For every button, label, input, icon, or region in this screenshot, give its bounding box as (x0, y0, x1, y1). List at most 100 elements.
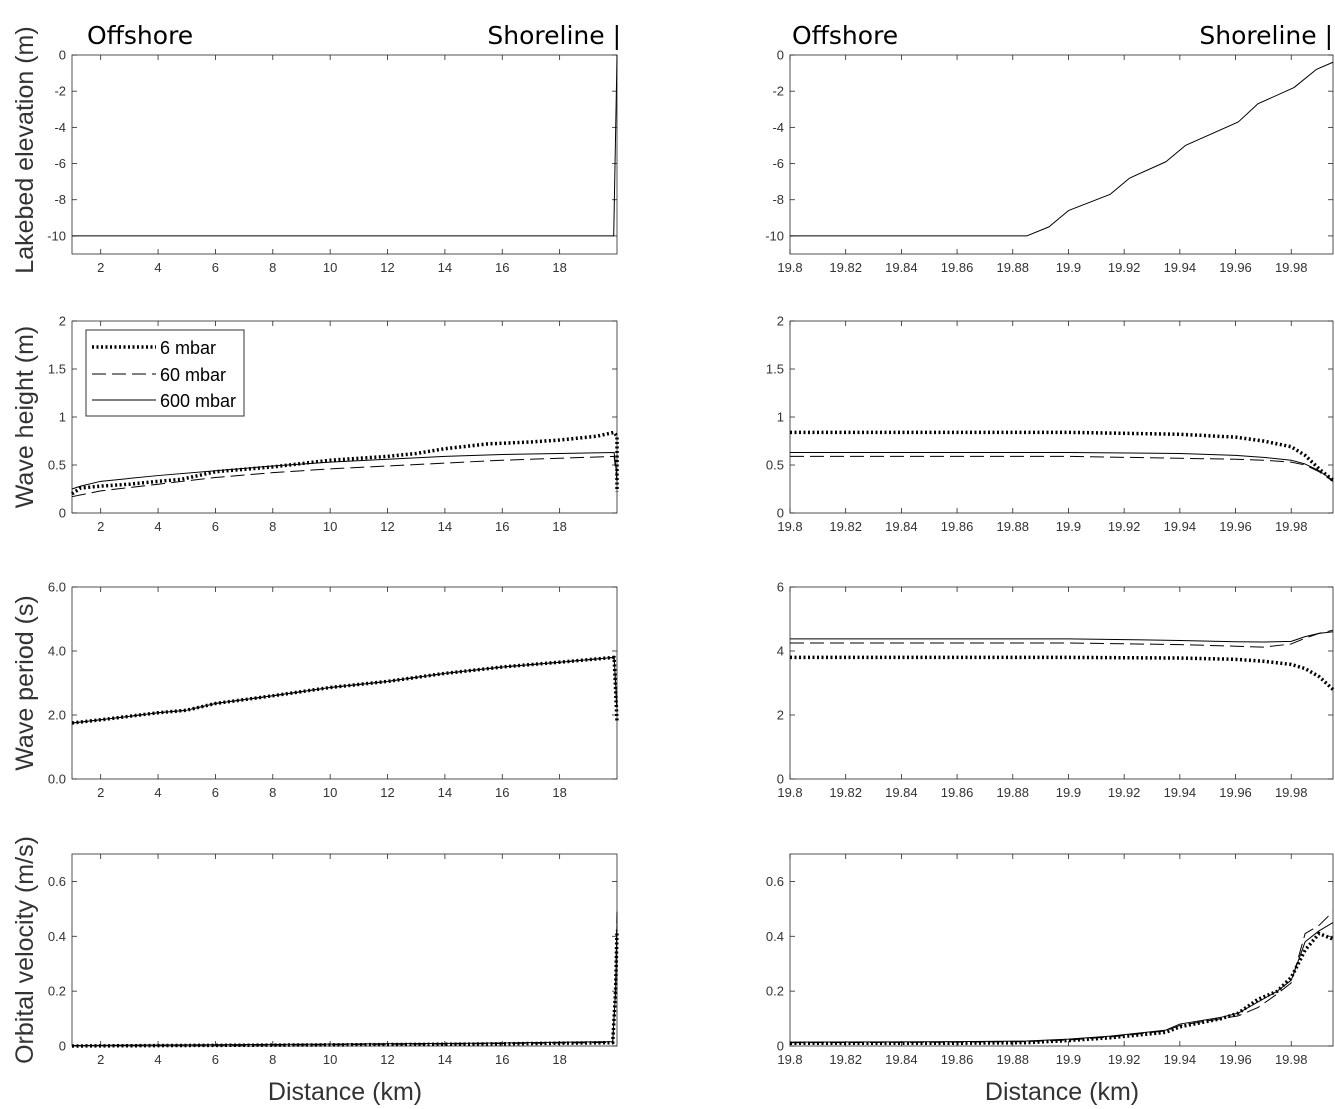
x-tick-label: 19.84 (885, 260, 918, 275)
y-tick-label: 0 (777, 1039, 784, 1054)
series-line-profile (790, 61, 1334, 237)
y-tick-label: 0 (59, 506, 66, 521)
x-tick-label: 8 (269, 1052, 276, 1067)
x-tick-label: 19.8 (777, 260, 802, 275)
axes-box (789, 54, 1334, 255)
x-tick-label: 12 (380, 1052, 394, 1067)
y-tick-label: 2 (777, 708, 784, 723)
y-tick-label: -6 (54, 156, 66, 171)
series-line-6-mbar (790, 931, 1334, 1046)
x-tick-label: 19.98 (1275, 1052, 1308, 1067)
y-tick-label: 0.2 (48, 984, 66, 999)
x-tick-label: 19.86 (941, 1052, 974, 1067)
y-tick-label: 0.5 (766, 458, 784, 473)
chart-panel-left-1: 2 4 6 8 10 12 14 16 18 -10 -8 -6 -4 -2 0 (47, 48, 618, 275)
offshore-label-right: Offshore (792, 21, 898, 50)
y-tick-label: 0 (59, 48, 66, 63)
x-tick-label: 16 (495, 519, 509, 534)
x-tick-label: 14 (438, 785, 452, 800)
axes-box (71, 586, 618, 780)
x-tick-label: 4 (154, 785, 161, 800)
y-tick-label: 0.6 (766, 874, 784, 889)
y-tick-label: 0 (777, 506, 784, 521)
x-tick-label: 19.9 (1056, 1052, 1081, 1067)
legend-label-60mbar: 60 mbar (160, 365, 226, 385)
x-tick-label: 19.96 (1219, 1052, 1252, 1067)
chart-panel-right-2: 19.8 19.82 19.84 19.86 19.88 19.9 19.92 19.94 19… (766, 314, 1335, 534)
y-tick-label: 4.0 (48, 644, 66, 659)
y-tick-label: 0.2 (766, 984, 784, 999)
x-tick-label: 19.88 (996, 260, 1029, 275)
legend-label-6mbar: 6 mbar (160, 338, 216, 358)
y-axis-label-elevation: Lakebed elevation (m) (11, 26, 39, 273)
x-tick-label: 19.9 (1056, 519, 1081, 534)
y-tick-label: 6 (777, 580, 784, 595)
x-tick-label: 19.96 (1219, 519, 1252, 534)
x-tick-label: 18 (552, 785, 566, 800)
axes-box (71, 54, 618, 255)
x-tick-label: 19.92 (1108, 519, 1141, 534)
x-tick-label: 8 (269, 785, 276, 800)
x-tick-label: 19.86 (941, 519, 974, 534)
y-tick-label: 0.6 (48, 874, 66, 889)
x-tick-label: 19.94 (1164, 1052, 1197, 1067)
y-tick-label: -4 (772, 120, 784, 135)
x-tick-label: 19.82 (829, 785, 862, 800)
chart-panel-left-2: 2 4 6 8 10 12 14 16 18 0 0.5 1 1.5 2 (48, 314, 619, 534)
x-tick-label: 19.82 (829, 260, 862, 275)
x-tick-label: 18 (552, 519, 566, 534)
x-tick-label: 19.92 (1108, 260, 1141, 275)
x-tick-label: 19.82 (829, 1052, 862, 1067)
x-tick-label: 12 (380, 785, 394, 800)
x-tick-label: 19.96 (1219, 260, 1252, 275)
series-line-600-mbar (71, 922, 618, 1046)
y-tick-label: -8 (54, 192, 66, 207)
x-tick-label: 6 (212, 519, 219, 534)
shoreline-label-right: Shoreline | (1199, 21, 1333, 50)
series-line-6-mbar (790, 430, 1335, 482)
series-line-600-mbar (789, 922, 1334, 1043)
x-axis-label-right: Distance (km) (985, 1078, 1139, 1106)
x-tick-label: 19.84 (885, 519, 918, 534)
x-tick-label: 19.98 (1275, 260, 1308, 275)
x-tick-label: 19.8 (777, 785, 802, 800)
x-tick-label: 19.82 (829, 519, 862, 534)
x-tick-label: 14 (438, 1052, 452, 1067)
x-tick-label: 18 (552, 260, 566, 275)
series-line-60-mbar (71, 455, 618, 498)
series-line-60-mbar (790, 455, 1334, 482)
chart-panel-right-4: 19.8 19.82 19.84 19.86 19.88 19.9 19.92 19.94 19… (766, 853, 1334, 1067)
y-tick-label: -4 (54, 120, 66, 135)
y-tick-label: -2 (54, 84, 66, 99)
x-tick-label: 16 (495, 260, 509, 275)
x-tick-label: 19.94 (1164, 260, 1197, 275)
axes-box (71, 853, 618, 1047)
y-axis-label-orbital-velocity: Orbital velocity (m/s) (11, 836, 39, 1064)
y-axis-label-wave-height: Wave height (m) (11, 326, 39, 508)
x-tick-label: 19.92 (1108, 1052, 1141, 1067)
x-tick-label: 2 (97, 519, 104, 534)
x-tick-label: 19.8 (777, 519, 802, 534)
axes-box (789, 853, 1334, 1047)
x-tick-label: 10 (323, 785, 337, 800)
y-tick-label: 0 (777, 48, 784, 63)
x-tick-label: 19.94 (1164, 785, 1197, 800)
y-tick-label: -6 (772, 156, 784, 171)
x-tick-label: 8 (269, 519, 276, 534)
series-line-6-mbar (71, 930, 619, 1048)
series-line-profile (72, 54, 618, 237)
y-tick-label: -8 (772, 192, 784, 207)
x-tick-label: 18 (552, 1052, 566, 1067)
y-tick-label: -2 (772, 84, 784, 99)
series-line-600-mbar (71, 656, 618, 724)
y-tick-label: 2.0 (48, 708, 66, 723)
x-tick-label: 19.88 (996, 519, 1029, 534)
x-tick-label: 19.98 (1275, 519, 1308, 534)
x-tick-label: 2 (97, 785, 104, 800)
series-line-600-mbar (71, 452, 618, 490)
x-tick-label: 19.9 (1056, 785, 1081, 800)
x-tick-label: 16 (495, 785, 509, 800)
x-tick-label: 19.84 (885, 785, 918, 800)
x-tick-label: 19.94 (1164, 519, 1197, 534)
